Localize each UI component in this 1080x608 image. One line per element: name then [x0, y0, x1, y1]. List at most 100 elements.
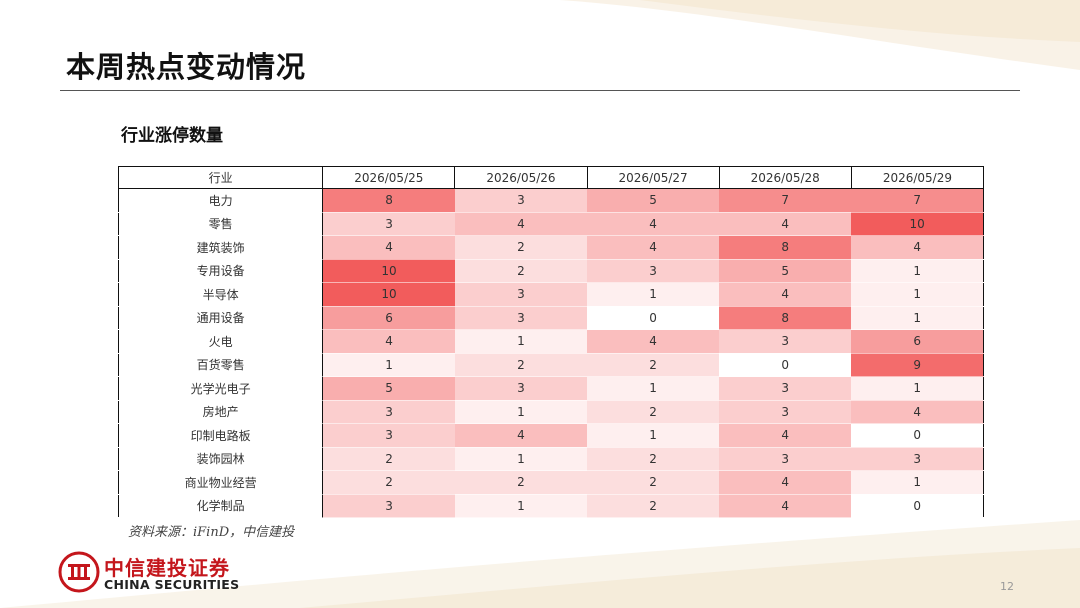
- section-title: 行业涨停数量: [121, 126, 223, 146]
- table-body: 电力 8 3 5 7 7 零售 3 4 4 4 10 建筑装饰 4 2 4 8 4 专用设备 10 2 3 5 1 半导体 10 3…: [118, 188, 984, 518]
- heat-cell: 3: [454, 376, 588, 401]
- heat-cell: 5: [719, 259, 852, 283]
- heat-cell: 1: [851, 259, 984, 283]
- table-row: 光学光电子 5 3 1 3 1: [118, 376, 984, 401]
- column-header-industry: 行业: [117, 166, 324, 189]
- heat-cell: 3: [454, 188, 588, 213]
- heat-cell: 0: [587, 306, 720, 330]
- industry-label: 装饰园林: [118, 447, 324, 471]
- heat-cell: 4: [322, 329, 455, 354]
- heat-cell: 4: [851, 400, 984, 424]
- heat-cell: 3: [454, 282, 588, 307]
- industry-label: 火电: [118, 329, 324, 354]
- column-header-date: 2026/05/26: [454, 166, 588, 189]
- heat-cell: 8: [719, 306, 852, 330]
- heat-cell: 4: [322, 235, 455, 260]
- brand-name-cn: 中信建投证券: [104, 556, 230, 580]
- industry-label: 半导体: [118, 282, 324, 307]
- heat-cell: 1: [322, 353, 455, 377]
- heat-cell: 1: [587, 423, 720, 448]
- heat-cell: 3: [587, 259, 720, 283]
- heat-cell: 3: [851, 447, 984, 471]
- heat-cell: 4: [851, 235, 984, 260]
- heat-cell: 6: [322, 306, 455, 330]
- china-securities-logo-icon: [58, 551, 100, 593]
- heat-cell: 3: [719, 447, 852, 471]
- industry-label: 电力: [118, 188, 324, 213]
- table-row: 通用设备 6 3 0 8 1: [118, 306, 984, 330]
- table-row: 火电 4 1 4 3 6: [118, 329, 984, 354]
- heat-cell: 4: [587, 329, 720, 354]
- table-row: 化学制品 3 1 2 4 0: [118, 494, 984, 518]
- table-row: 商业物业经营 2 2 2 4 1: [118, 470, 984, 495]
- heat-cell: 4: [719, 212, 852, 236]
- industry-label: 建筑装饰: [118, 235, 324, 260]
- industry-label: 专用设备: [118, 259, 324, 283]
- heat-cell: 4: [587, 212, 720, 236]
- heat-cell: 7: [851, 188, 984, 213]
- industry-label: 零售: [118, 212, 324, 236]
- heat-cell: 3: [322, 494, 455, 518]
- heat-cell: 3: [322, 423, 455, 448]
- heat-cell: 1: [851, 282, 984, 307]
- heat-cell: 3: [454, 306, 588, 330]
- heat-cell: 4: [454, 423, 588, 448]
- heat-cell: 4: [719, 470, 852, 495]
- heat-cell: 1: [851, 470, 984, 495]
- heat-cell: 2: [454, 235, 588, 260]
- table-row: 房地产 3 1 2 3 4: [118, 400, 984, 424]
- heat-cell: 2: [587, 353, 720, 377]
- table-row: 半导体 10 3 1 4 1: [118, 282, 984, 307]
- heat-cell: 0: [851, 494, 984, 518]
- industry-label: 通用设备: [118, 306, 324, 330]
- table-row: 专用设备 10 2 3 5 1: [118, 259, 984, 283]
- heat-cell: 2: [322, 447, 455, 471]
- heat-cell: 2: [454, 470, 588, 495]
- industry-label: 房地产: [118, 400, 324, 424]
- heat-cell: 4: [719, 423, 852, 448]
- column-header-date: 2026/05/25: [322, 166, 456, 189]
- column-header-date: 2026/05/29: [850, 166, 985, 189]
- heat-cell: 1: [851, 376, 984, 401]
- heat-cell: 4: [454, 212, 588, 236]
- industry-label: 光学光电子: [118, 376, 324, 401]
- heat-cell: 7: [719, 188, 852, 213]
- heat-cell: 2: [587, 447, 720, 471]
- heat-cell: 5: [587, 188, 720, 213]
- industry-label: 化学制品: [118, 494, 324, 518]
- heat-cell: 2: [454, 353, 588, 377]
- heat-cell: 1: [454, 447, 588, 471]
- heat-cell: 1: [454, 400, 588, 424]
- table-row: 百货零售 1 2 2 0 9: [118, 353, 984, 377]
- column-header-date: 2026/05/27: [586, 166, 720, 189]
- heat-cell: 1: [454, 329, 588, 354]
- heat-cell: 10: [851, 212, 984, 236]
- heat-cell: 4: [587, 235, 720, 260]
- heat-cell: 10: [322, 259, 455, 283]
- brand-name-en: CHINA SECURITIES: [104, 577, 240, 592]
- table-row: 印制电路板 3 4 1 4 0: [118, 423, 984, 448]
- heat-cell: 1: [454, 494, 588, 518]
- table-header-row: 行业 2026/05/25 2026/05/26 2026/05/27 2026…: [117, 166, 985, 189]
- heat-cell: 5: [322, 376, 455, 401]
- industry-label: 百货零售: [118, 353, 324, 377]
- heat-cell: 10: [322, 282, 455, 307]
- heat-cell: 3: [322, 212, 455, 236]
- limit-up-heatmap-table: 行业 2026/05/25 2026/05/26 2026/05/27 2026…: [117, 166, 985, 518]
- heat-cell: 3: [322, 400, 455, 424]
- industry-label: 商业物业经营: [118, 470, 324, 495]
- source-note: 资料来源：iFinD，中信建投: [128, 525, 295, 540]
- heat-cell: 9: [851, 353, 984, 377]
- page-number: 12: [1000, 580, 1014, 593]
- heat-cell: 2: [587, 494, 720, 518]
- heat-cell: 1: [587, 282, 720, 307]
- heat-cell: 3: [719, 329, 852, 354]
- column-header-date: 2026/05/28: [718, 166, 852, 189]
- heat-cell: 2: [454, 259, 588, 283]
- heat-cell: 4: [719, 282, 852, 307]
- heat-cell: 1: [587, 376, 720, 401]
- heat-cell: 2: [322, 470, 455, 495]
- table-row: 零售 3 4 4 4 10: [118, 212, 984, 236]
- heat-cell: 2: [587, 470, 720, 495]
- heat-cell: 0: [851, 423, 984, 448]
